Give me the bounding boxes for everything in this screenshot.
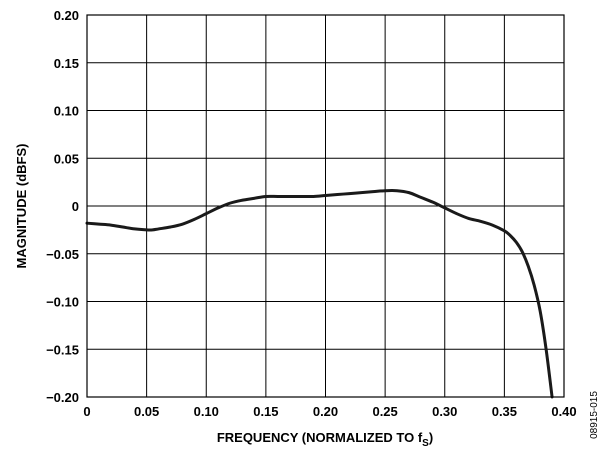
x-tick-label: 0.35 [492, 404, 517, 419]
x-tick-label: 0.40 [551, 404, 576, 419]
grid-lines [86, 14, 565, 398]
x-axis-title: FREQUENCY (NORMALIZED TO fS) [217, 430, 433, 449]
x-tick-label: 0.25 [372, 404, 397, 419]
x-axis-title-suffix: ) [429, 430, 433, 445]
y-tick-label: 0.10 [54, 104, 79, 119]
x-tick-label: 0.05 [134, 404, 159, 419]
x-tick-label: 0.20 [313, 404, 338, 419]
x-tick-label: 0.10 [194, 404, 219, 419]
y-tick-labels: 0.20 0.15 0.10 0.05 0 −0.05 −0.10 −0.15 −0.20 [46, 8, 79, 405]
x-tick-labels: 0 0.05 0.10 0.15 0.20 0.25 0.30 0.35 0.40 [83, 404, 576, 419]
x-tick-label: 0 [83, 404, 90, 419]
y-tick-label: −0.20 [46, 390, 79, 405]
y-tick-label: −0.05 [46, 247, 79, 262]
x-tick-label: 0.30 [432, 404, 457, 419]
y-tick-label: 0.20 [54, 8, 79, 23]
y-tick-label: 0.15 [54, 56, 79, 71]
series-line [85, 189, 554, 399]
x-axis-title-subscript: S [422, 438, 429, 449]
plot-frame [86, 14, 565, 398]
y-tick-label: −0.15 [46, 342, 79, 357]
y-tick-label: −0.10 [46, 295, 79, 310]
x-tick-label: 0.15 [253, 404, 278, 419]
x-axis-title-main: FREQUENCY (NORMALIZED TO f [217, 430, 423, 445]
figure-id: 08915-015 [589, 391, 600, 439]
y-tick-label: 0.05 [54, 151, 79, 166]
y-tick-label: 0 [72, 199, 79, 214]
y-axis-title: MAGNITUDE (dBFS) [14, 144, 29, 269]
